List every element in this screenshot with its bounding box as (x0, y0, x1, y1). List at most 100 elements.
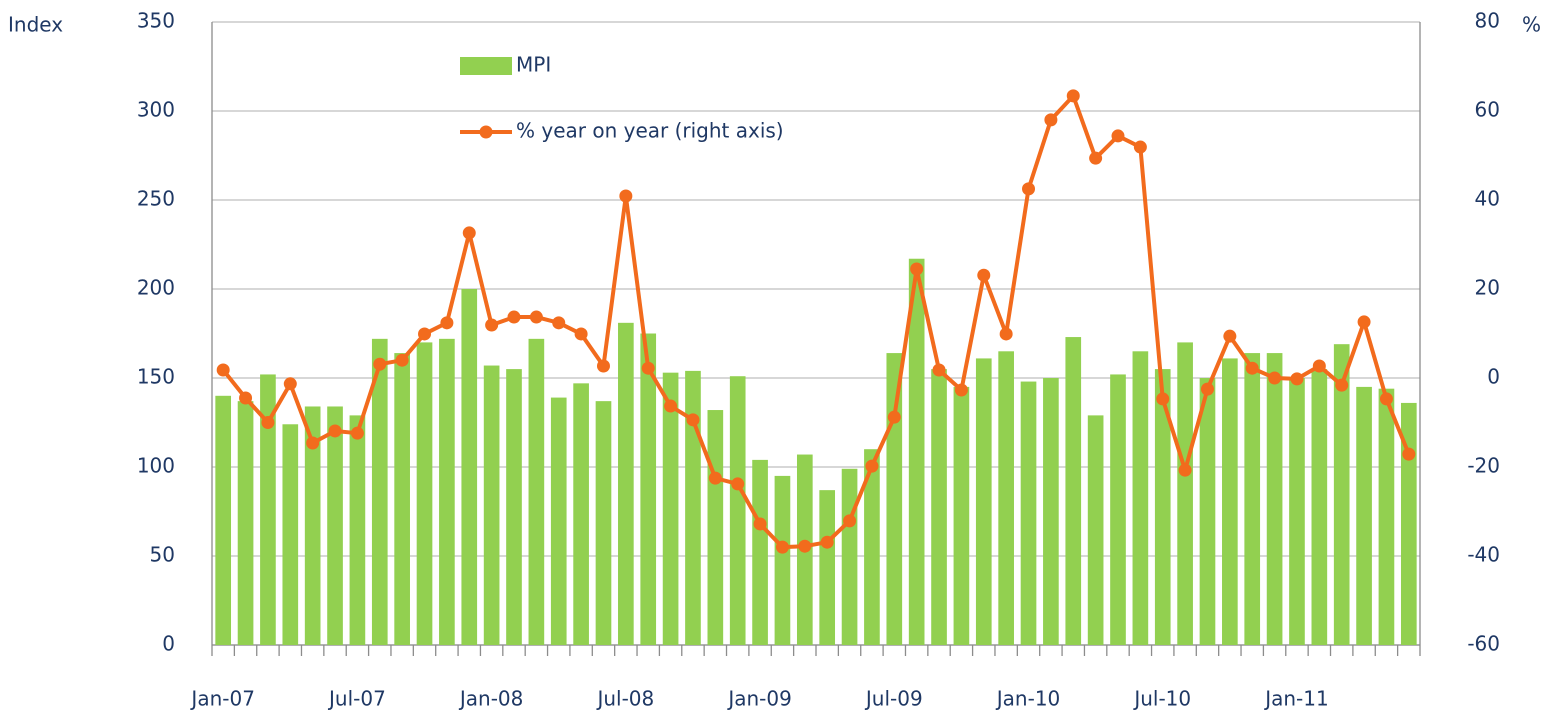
legend-swatch (460, 57, 512, 75)
bar (1378, 388, 1395, 645)
y2-tick-label: 80 (1475, 9, 1500, 33)
line-point (261, 416, 275, 429)
x-tick-label: Jul-07 (327, 687, 386, 711)
y-tick-label: 150 (137, 365, 175, 389)
line-point (328, 424, 342, 438)
x-tick-label: Jul-10 (1132, 687, 1191, 711)
x-tick-label: Jan-10 (995, 687, 1061, 711)
line-point (686, 413, 700, 427)
x-tick-label: Jul-08 (595, 687, 654, 711)
bar (1244, 353, 1261, 645)
legend-swatch (479, 125, 493, 139)
bar (975, 358, 992, 645)
y-tick-label: 50 (150, 543, 175, 567)
line-point (1156, 392, 1170, 406)
line-point (820, 535, 834, 549)
bar (506, 369, 522, 645)
bar (1289, 378, 1305, 645)
bar (1266, 353, 1283, 645)
bar (349, 415, 366, 645)
line-point (865, 459, 879, 473)
bar (550, 397, 567, 645)
bar (819, 490, 836, 645)
y2-tick-label: -40 (1467, 543, 1500, 567)
bar (1356, 386, 1372, 645)
line-point (418, 327, 432, 341)
bar (237, 401, 254, 645)
line-point (283, 377, 297, 391)
line-point (1200, 382, 1214, 396)
line-point (1357, 315, 1371, 329)
bar (886, 353, 903, 645)
bar (1065, 337, 1082, 645)
bar (953, 386, 970, 645)
bar (215, 395, 232, 645)
line-point (641, 361, 655, 375)
bar (371, 338, 388, 645)
line-point (395, 353, 409, 367)
bar (1222, 358, 1238, 645)
bar (416, 342, 433, 645)
y-tick-label: 250 (137, 187, 175, 211)
line-point (619, 189, 633, 203)
line-point (462, 226, 476, 240)
line-point (1044, 113, 1058, 127)
bar (1177, 342, 1193, 645)
line-point (1066, 89, 1080, 103)
line-point (708, 471, 722, 485)
y2-tick-label: 0 (1487, 365, 1500, 389)
bar (685, 370, 701, 645)
y2-tick-label: 20 (1475, 276, 1500, 300)
line-point (1111, 129, 1125, 143)
line-point (910, 262, 924, 276)
bar (282, 424, 299, 645)
bar (327, 406, 343, 645)
line-point (798, 539, 812, 553)
bar (998, 351, 1014, 645)
x-tick-label: Jan-08 (458, 687, 524, 711)
bar (1311, 369, 1328, 645)
bar (931, 369, 947, 645)
line-point (1290, 372, 1304, 386)
bar (595, 401, 612, 645)
y2-tick-label: -20 (1467, 454, 1500, 478)
bar (1132, 351, 1149, 645)
bar (1154, 369, 1171, 645)
line-point (440, 316, 454, 330)
bar (304, 406, 321, 645)
line-point (574, 327, 588, 341)
y2-axis-label: % (1522, 13, 1541, 37)
line-point (1335, 378, 1349, 392)
y-tick-label: 350 (137, 9, 175, 33)
x-tick-label: Jul-09 (864, 687, 923, 711)
line-point (485, 318, 499, 332)
y2-tick-label: 40 (1475, 187, 1500, 211)
line-point (1178, 463, 1192, 477)
line-point (977, 268, 991, 282)
x-tick-label: Jan-09 (726, 687, 792, 711)
line-point (1379, 392, 1393, 406)
y-tick-label: 300 (137, 98, 175, 122)
bar (394, 353, 410, 645)
line-point (350, 426, 364, 440)
bar (729, 376, 746, 645)
bar (1199, 378, 1216, 645)
line-point (529, 310, 543, 324)
line-point (1133, 140, 1147, 154)
bar (1400, 402, 1417, 645)
line-point (1089, 151, 1103, 165)
bar (864, 449, 880, 645)
y-tick-label: 0 (162, 632, 175, 656)
line-point (731, 477, 745, 491)
line-point (1402, 447, 1416, 461)
line-point (1245, 361, 1259, 375)
bar (1333, 344, 1350, 645)
bar (774, 475, 791, 645)
line-point (843, 514, 857, 528)
bar (461, 289, 478, 645)
legend-label: MPI (516, 53, 551, 77)
y-tick-label: 100 (137, 454, 175, 478)
line-point (954, 383, 968, 397)
bar (483, 365, 500, 645)
